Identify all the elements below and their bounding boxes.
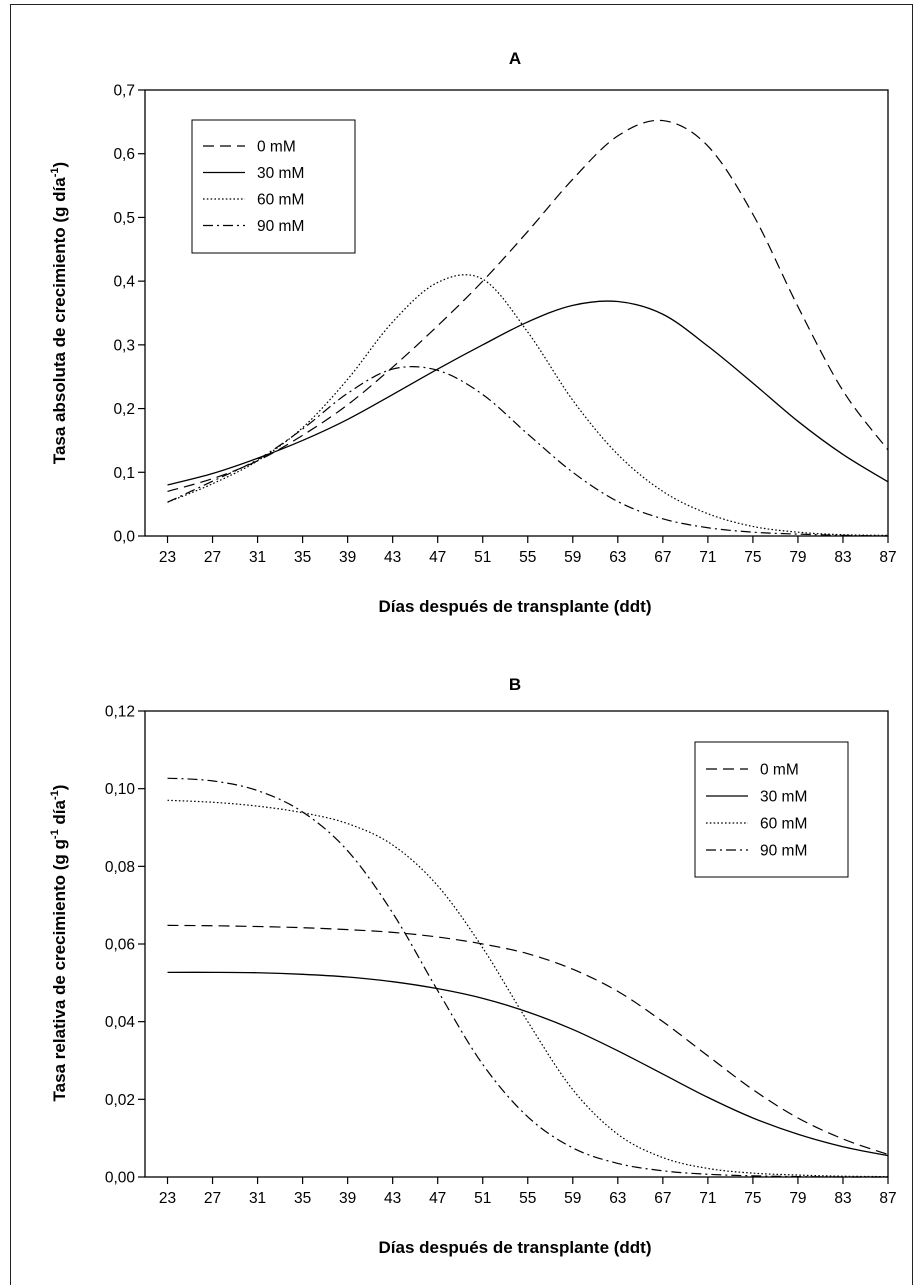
chart-b-x-axis-label: Días después de transplante (ddt) [379, 1238, 652, 1257]
chart-b-series-line-0-mm [167, 924, 889, 1156]
chart-a-y-label-base: Tasa absoluta de crecimiento (g día [50, 177, 69, 464]
chart-b-legend-label: 60 mM [760, 816, 807, 833]
chart-b-x-tick-label: 39 [339, 1190, 356, 1207]
chart-b-y-ticks: 0,00 0,02 0,04 0,06 0,08 0,10 0,12 [105, 704, 145, 1187]
chart-b-series-line-60-mm [167, 799, 889, 1178]
chart-a-y-tick-label: 0,0 [113, 529, 135, 546]
chart-b-x-ticks: 23 27 31 35 39 43 47 51 55 59 63 67 71 75 79 83 87 [159, 1177, 897, 1207]
chart-b-x-tick-label: 31 [249, 1190, 266, 1207]
chart-a-x-tick-label: 79 [789, 549, 806, 566]
chart-a-y-label-end: ) [50, 162, 69, 168]
chart-a-x-tick-label: 75 [744, 549, 761, 566]
chart-a-x-tick-label: 55 [519, 549, 536, 566]
chart-b-legend-box [694, 741, 849, 878]
chart-a-y-axis-label: Tasa absoluta de crecimiento (g día-1) [49, 162, 69, 464]
chart-b-y-tick-label: 0,02 [105, 1092, 135, 1109]
chart-a-x-tick-label: 83 [834, 549, 851, 566]
chart-a-series-line-0-mm [167, 119, 889, 492]
chart-a-x-tick-label: 63 [609, 549, 626, 566]
chart-a-legend-label: 60 mM [257, 192, 304, 209]
chart-b-x-tick-label: 55 [519, 1190, 536, 1207]
chart-a-series-line-60-mm [167, 274, 889, 536]
chart-b-y-label-sup2: -1 [49, 790, 61, 800]
chart-b-x-tick-label: 27 [204, 1190, 221, 1207]
chart-a-legend-label: 90 mM [257, 218, 304, 235]
chart-b-y-tick-label: 0,04 [105, 1014, 136, 1031]
chart-a-y-tick-label: 0,4 [113, 274, 135, 291]
chart-a-legend-label: 30 mM [257, 165, 304, 182]
chart-a-x-tick-label: 39 [339, 549, 356, 566]
chart-b-y-label-mid: día [50, 799, 69, 829]
chart-b-x-tick-label: 23 [159, 1190, 176, 1207]
chart-b-y-axis-label: Tasa relativa de crecimiento (g g-1 día-… [49, 785, 69, 1102]
chart-a-y-label-sup: -1 [49, 168, 61, 178]
chart-a-y-tick-label: 0,5 [113, 210, 135, 227]
chart-b-y-tick-label: 0,10 [105, 781, 136, 798]
chart-a-legend-box [191, 119, 356, 254]
chart-b: B 0,00 0,02 0,04 0,06 0,08 0,10 0,12 23 27 31 35 3… [49, 675, 897, 1257]
chart-a-x-tick-label: 51 [474, 549, 491, 566]
chart-b-x-tick-label: 67 [654, 1190, 671, 1207]
chart-b-y-tick-label: 0,12 [105, 704, 135, 721]
chart-a-y-tick-label: 0,2 [113, 401, 135, 418]
chart-a-legend-label: 0 mM [257, 139, 296, 156]
chart-a-x-tick-label: 27 [204, 549, 221, 566]
chart-a-x-axis-label: Días después de transplante (ddt) [379, 597, 652, 616]
chart-a-x-tick-label: 67 [654, 549, 671, 566]
chart-b-x-tick-label: 79 [789, 1190, 806, 1207]
chart-a-x-tick-label: 23 [159, 549, 176, 566]
chart-b-legend: 0 mM 30 mM 60 mM 90 mM [694, 741, 849, 878]
chart-a-series-lines [167, 119, 889, 537]
chart-b-x-tick-label: 75 [744, 1190, 761, 1207]
chart-a-y-tick-label: 0,1 [113, 465, 135, 482]
chart-b-x-tick-label: 71 [699, 1190, 716, 1207]
chart-a-y-tick-label: 0,6 [113, 146, 135, 163]
chart-b-series-lines [167, 777, 889, 1178]
chart-a-x-tick-label: 87 [879, 549, 896, 566]
chart-a-series-line-30-mm [167, 300, 889, 486]
chart-a-legend: 0 mM 30 mM 60 mM 90 mM [191, 119, 356, 254]
chart-b-series-line-90-mm [167, 777, 889, 1178]
chart-b-x-tick-label: 63 [609, 1190, 626, 1207]
chart-b-title: B [509, 675, 521, 694]
chart-a-series-line-90-mm [167, 366, 889, 537]
chart-a-x-tick-label: 31 [249, 549, 266, 566]
chart-a-plot-area [144, 89, 889, 537]
chart-b-x-tick-label: 35 [294, 1190, 311, 1207]
chart-b-y-tick-label: 0,00 [105, 1170, 136, 1187]
chart-b-series-line-30-mm [167, 971, 889, 1157]
chart-b-x-tick-label: 47 [429, 1190, 446, 1207]
chart-a-y-tick-label: 0,7 [113, 83, 135, 100]
chart-a-x-tick-label: 35 [294, 549, 311, 566]
chart-b-x-tick-label: 51 [474, 1190, 491, 1207]
chart-a-x-tick-label: 43 [384, 549, 401, 566]
chart-a-y-ticks: 0,0 0,1 0,2 0,3 0,4 0,5 0,6 0,7 [113, 83, 145, 546]
chart-b-y-label-sup1: -1 [49, 829, 61, 839]
chart-a-title: A [509, 49, 521, 68]
chart-b-y-tick-label: 0,06 [105, 937, 135, 954]
chart-a-x-tick-label: 59 [564, 549, 581, 566]
chart-b-legend-label: 90 mM [760, 843, 807, 860]
chart-a-y-tick-label: 0,3 [113, 337, 135, 354]
chart-b-x-tick-label: 43 [384, 1190, 401, 1207]
chart-b-x-tick-label: 59 [564, 1190, 581, 1207]
chart-b-x-tick-label: 87 [879, 1190, 896, 1207]
chart-a-x-tick-label: 47 [429, 549, 446, 566]
chart-b-x-tick-label: 83 [834, 1190, 851, 1207]
chart-b-y-label-end: ) [50, 785, 69, 791]
chart-b-y-tick-label: 0,08 [105, 859, 135, 876]
chart-b-legend-label: 0 mM [760, 762, 799, 779]
chart-a-x-tick-label: 71 [699, 549, 716, 566]
figure-frame [10, 4, 913, 1285]
chart-a: A 0,0 0,1 0,2 0,3 0,4 0,5 0,6 0,7 23 27 31 35 39 43 4… [49, 49, 897, 616]
chart-b-y-label-base: Tasa relativa de crecimiento (g g [50, 839, 69, 1101]
chart-a-x-ticks: 23 27 31 35 39 43 47 51 55 59 63 67 71 75 79 83 87 [159, 536, 897, 566]
chart-b-legend-label: 30 mM [760, 789, 807, 806]
